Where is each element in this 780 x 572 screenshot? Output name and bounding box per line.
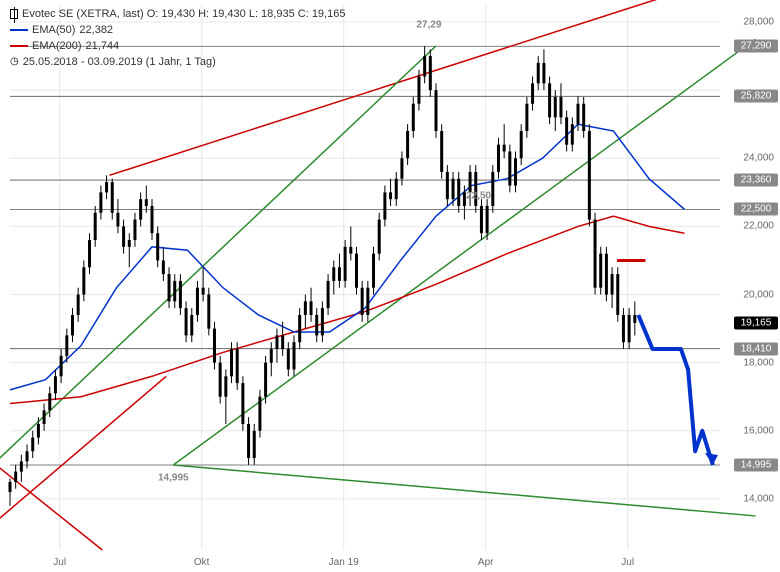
legend-ema200-label: EMA(200) xyxy=(32,38,82,54)
legend-ema50-row: EMA(50) 22,382 xyxy=(10,22,345,38)
chart-container: Evotec SE (XETRA, last) O: 19,430 H: 19,… xyxy=(0,0,780,572)
ema50-marker-icon xyxy=(10,29,28,31)
legend-date-range: 25.05.2018 - 03.09.2019 (1 Jahr, 1 Tag) xyxy=(23,54,216,70)
x-axis-tick: Jul xyxy=(621,557,634,568)
price-level-label: 23,360 xyxy=(734,174,778,187)
chart-legend: Evotec SE (XETRA, last) O: 19,430 H: 19,… xyxy=(10,6,345,70)
price-level-label: 22,500 xyxy=(734,203,778,216)
legend-ema50-label: EMA(50) xyxy=(32,22,75,38)
y-axis-tick: 14,000 xyxy=(743,493,774,504)
y-axis-tick: 16,000 xyxy=(743,425,774,436)
x-axis-tick: Apr xyxy=(478,557,494,568)
y-axis-tick: 28,000 xyxy=(743,17,774,28)
legend-ema200-row: EMA(200) 21,744 xyxy=(10,38,345,54)
price-level-label: 19,165 xyxy=(734,316,778,329)
ema200-marker-icon xyxy=(10,45,28,47)
y-axis-tick: 20,000 xyxy=(743,289,774,300)
price-level-label: 18,410 xyxy=(734,342,778,355)
price-level-label: 25,820 xyxy=(734,90,778,103)
chart-annotation: 27,29 xyxy=(416,20,441,31)
chart-svg xyxy=(0,0,780,572)
legend-ema200-value: 21,744 xyxy=(86,38,120,54)
y-axis-tick: 22,000 xyxy=(743,221,774,232)
legend-title-row: Evotec SE (XETRA, last) O: 19,430 H: 19,… xyxy=(10,6,345,22)
legend-date-row: ◷ 25.05.2018 - 03.09.2019 (1 Jahr, 1 Tag… xyxy=(10,54,345,70)
y-axis-tick: 24,000 xyxy=(743,153,774,164)
price-level-label: 27,290 xyxy=(734,40,778,53)
chart-annotation: 22,50 xyxy=(466,190,491,201)
x-axis-tick: Okt xyxy=(194,557,210,568)
price-level-label: 14,995 xyxy=(734,459,778,472)
legend-title: Evotec SE (XETRA, last) O: 19,430 H: 19,… xyxy=(22,6,345,22)
x-axis-tick: Jan 19 xyxy=(329,557,359,568)
candle-icon xyxy=(10,9,18,19)
y-axis-tick: 18,000 xyxy=(743,357,774,368)
legend-ema50-value: 22,382 xyxy=(79,22,113,38)
clock-icon: ◷ xyxy=(10,54,19,70)
x-axis-tick: Jul xyxy=(53,557,66,568)
chart-annotation: 14,995 xyxy=(158,473,189,484)
